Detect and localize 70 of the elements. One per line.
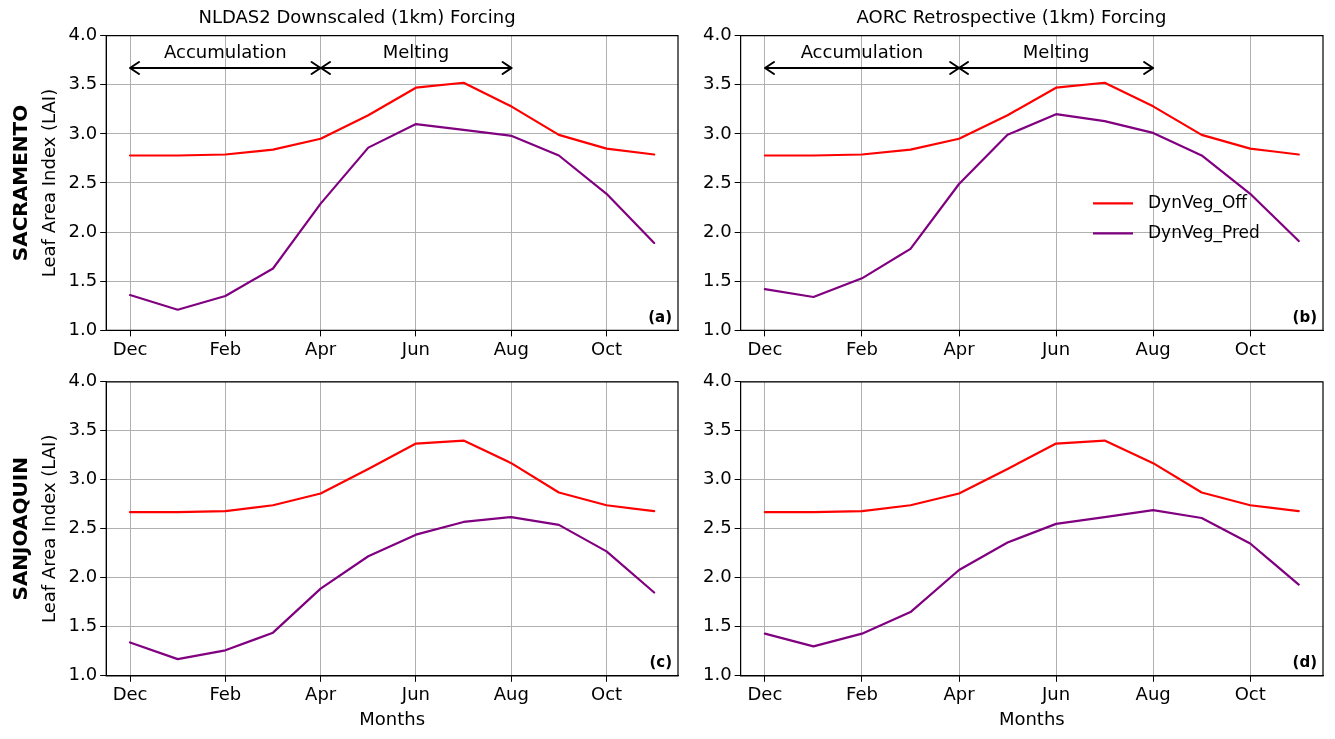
x-tick-label: Dec: [112, 683, 148, 705]
y-tick-label: 3.5: [68, 72, 98, 94]
y-tick-label: 4.0: [68, 23, 98, 45]
x-tick-label: Jun: [400, 337, 430, 359]
y-tick-label: 1.5: [702, 614, 732, 636]
chart-title: NLDAS2 Downscaled (1km) Forcing: [198, 6, 516, 28]
y-tick-label: 2.5: [702, 170, 732, 192]
x-axis-title: Months: [359, 707, 426, 729]
y-tick-label: 4.0: [702, 23, 732, 45]
y-tick-label: 1.5: [68, 614, 98, 636]
y-tick-label: 3.5: [702, 72, 732, 94]
x-tick-label: Aug: [1135, 337, 1171, 359]
y-axis-title: Leaf Area Index (LAI): [38, 434, 60, 623]
y-tick-label: 2.0: [68, 219, 98, 241]
x-tick-label: Apr: [305, 337, 337, 359]
y-tick-label: 3.0: [68, 121, 98, 143]
x-tick-label: Feb: [209, 337, 242, 359]
x-tick-label: Jun: [1041, 337, 1071, 359]
x-tick-label: Oct: [1234, 337, 1266, 359]
y-tick-label: 1.5: [702, 268, 732, 290]
y-axis-title: Leaf Area Index (LAI): [38, 88, 60, 278]
y-tick-label: 1.0: [702, 663, 732, 685]
x-tick-label: Dec: [747, 337, 783, 359]
x-tick-label: Feb: [209, 683, 242, 705]
y-tick-label: 4.0: [702, 369, 732, 391]
x-tick-label: Oct: [590, 337, 623, 359]
x-tick-label: Aug: [493, 683, 529, 705]
annotation: Accumulation: [800, 40, 924, 62]
y-tick-label: 3.0: [702, 121, 732, 143]
annotation: (b): [1292, 307, 1317, 326]
x-tick-label: Oct: [1234, 683, 1266, 705]
x-tick-label: Jun: [1041, 683, 1071, 705]
y-tick-label: 2.5: [68, 516, 98, 538]
x-tick-label: Jun: [400, 683, 430, 705]
y-tick-label: 1.5: [68, 268, 98, 290]
chart-title: AORC Retrospective (1km) Forcing: [856, 6, 1167, 28]
y-tick-label: 2.5: [68, 170, 98, 192]
y-tick-label: 2.0: [702, 565, 732, 587]
x-tick-label: Oct: [590, 683, 623, 705]
annotation: Accumulation: [164, 40, 287, 62]
x-tick-label: Feb: [846, 337, 878, 359]
x-tick-label: Apr: [305, 683, 337, 705]
x-tick-label: Feb: [846, 683, 878, 705]
x-axis-title: Months: [998, 707, 1065, 729]
x-tick-label: Aug: [1135, 683, 1171, 705]
y-tick-label: 1.0: [68, 663, 98, 685]
annotation: Melting: [1022, 40, 1090, 62]
y-tick-label: 4.0: [68, 369, 98, 391]
annotation: Melting: [382, 40, 450, 62]
text: SANJOAQUIN: [8, 457, 33, 601]
y-tick-label: 3.5: [702, 418, 732, 440]
x-tick-label: Aug: [493, 337, 529, 359]
annotation: (c): [649, 653, 672, 672]
y-tick-label: 1.0: [68, 318, 98, 340]
y-tick-label: 2.0: [68, 565, 98, 587]
y-tick-label: 3.5: [68, 418, 98, 440]
y-tick-label: 1.0: [702, 318, 732, 340]
y-tick-label: 3.0: [702, 467, 732, 489]
y-tick-label: 3.0: [68, 467, 98, 489]
y-tick-label: 2.0: [702, 219, 732, 241]
legend-label: DynVeg_Off: [1148, 191, 1249, 213]
x-tick-label: Apr: [943, 683, 976, 705]
y-tick-label: 2.5: [702, 516, 732, 538]
annotation: (a): [648, 307, 672, 326]
x-tick-label: Apr: [943, 337, 976, 359]
x-tick-label: Dec: [112, 337, 148, 359]
legend-label: DynVeg_Pred: [1148, 221, 1260, 243]
x-tick-label: Dec: [747, 683, 783, 705]
annotation: (d): [1292, 653, 1317, 672]
text: SACRAMENTO: [8, 104, 33, 262]
